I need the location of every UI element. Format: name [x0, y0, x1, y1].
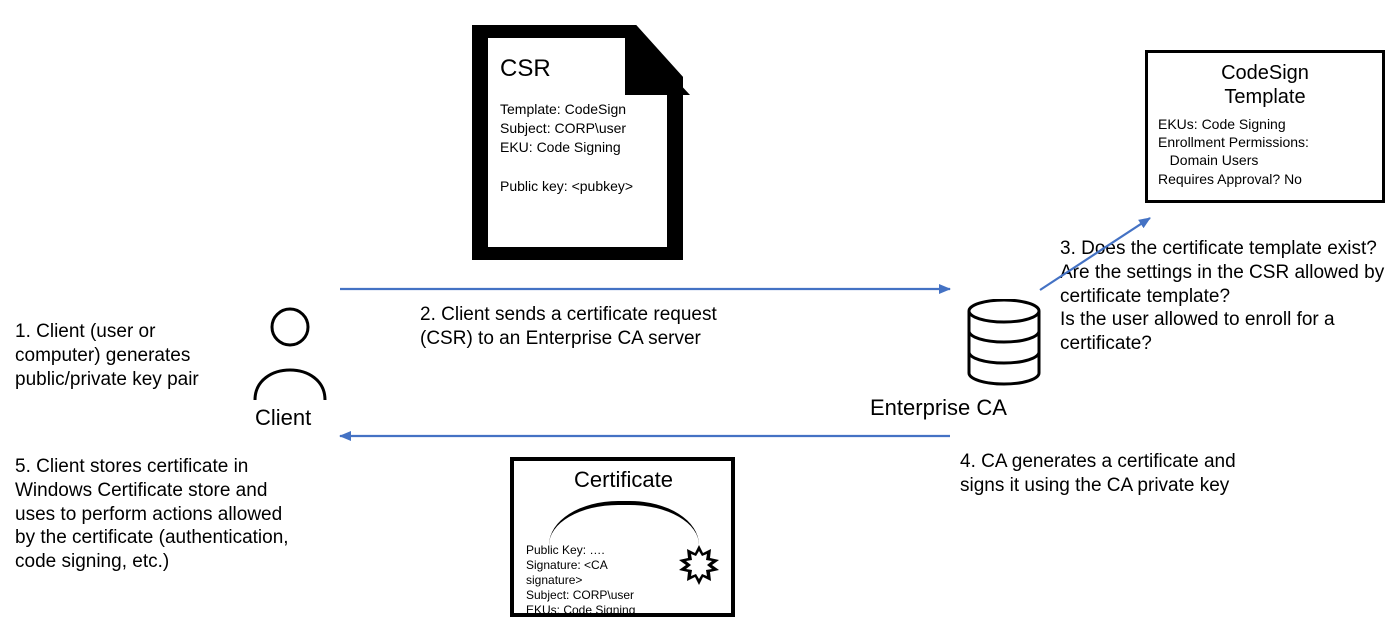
diagram-stage: Client 1. Client (user or computer) gene… — [0, 0, 1400, 629]
arrow-template — [1040, 218, 1150, 290]
arrows-layer — [0, 0, 1400, 629]
